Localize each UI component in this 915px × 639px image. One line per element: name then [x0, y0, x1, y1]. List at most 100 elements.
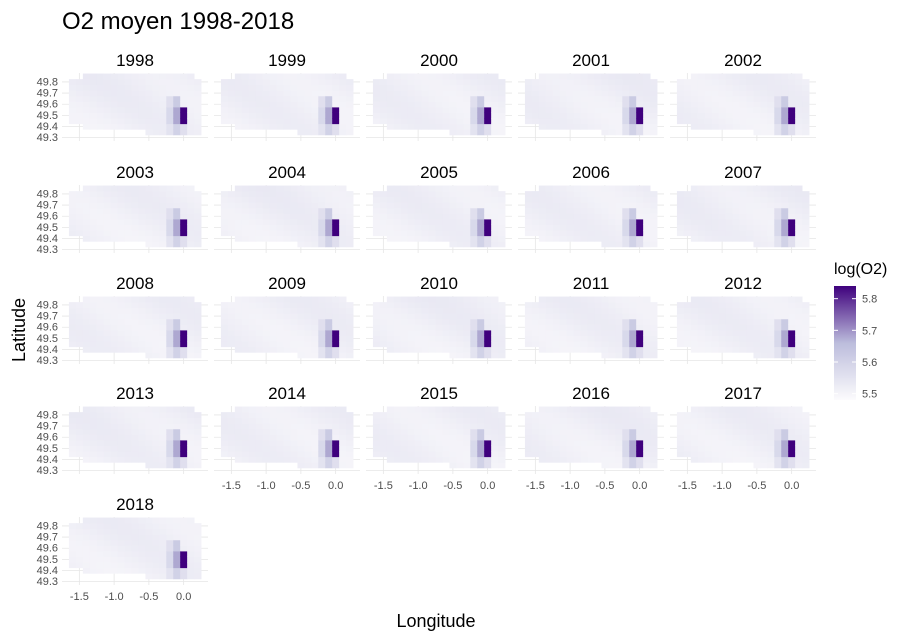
heat-cell	[802, 118, 810, 125]
heat-cell	[68, 551, 77, 557]
heat-cell	[180, 445, 188, 452]
heat-cell	[386, 84, 395, 91]
heat-cell	[442, 224, 450, 231]
heat-cell	[477, 129, 485, 136]
heat-cell	[690, 434, 699, 441]
heat-cell	[559, 118, 568, 125]
heat-cell	[220, 324, 229, 331]
heat-cell	[802, 129, 810, 136]
heat-cell	[173, 207, 181, 214]
heat-cell	[82, 456, 91, 463]
heat-cell	[732, 406, 740, 413]
heat-cell	[379, 224, 388, 231]
heat-cell	[732, 191, 740, 198]
heat-cell	[173, 307, 181, 314]
heat-cell	[297, 324, 305, 331]
heat-cell	[372, 412, 381, 419]
heat-cell	[580, 324, 588, 331]
heat-cell	[524, 341, 533, 348]
heat-cell	[180, 528, 188, 535]
heat-cell	[601, 462, 609, 469]
heat-cell	[594, 185, 602, 192]
heat-cell	[615, 213, 623, 220]
heat-cell	[615, 352, 623, 359]
heat-cell	[442, 434, 450, 441]
heat-cell	[484, 84, 492, 91]
heat-cell	[82, 118, 91, 125]
heat-cell	[290, 313, 298, 320]
heat-cell	[559, 84, 568, 91]
heat-cell	[110, 207, 119, 214]
heat-cell	[484, 440, 492, 446]
heat-cell	[166, 296, 174, 303]
heat-cell	[767, 202, 775, 209]
heat-cell	[753, 112, 761, 119]
heat-cell	[732, 440, 740, 446]
heat-cell	[379, 434, 388, 441]
heat-cell	[68, 330, 77, 336]
heat-cell	[580, 341, 588, 348]
heat-cell	[400, 313, 409, 320]
y-tick-label: 49.7	[37, 532, 58, 544]
heat-cell	[220, 107, 229, 113]
heat-cell	[283, 191, 291, 198]
heat-cell	[166, 213, 174, 220]
heat-cell	[103, 428, 112, 435]
heat-cell	[781, 123, 789, 130]
heat-cell	[386, 230, 395, 237]
heat-cell	[152, 545, 160, 552]
heat-cell	[89, 423, 98, 430]
heat-cell	[615, 412, 623, 419]
heat-cell	[725, 191, 733, 198]
heat-cell	[774, 462, 782, 469]
heat-cell	[187, 523, 195, 530]
heat-cell	[552, 118, 561, 125]
heat-cell	[704, 112, 713, 119]
heat-cell	[75, 412, 84, 419]
heat-cell	[456, 456, 464, 463]
heat-cell	[103, 456, 112, 463]
heat-cell	[276, 118, 284, 125]
heat-cell	[484, 434, 492, 441]
heat-cell	[131, 118, 139, 125]
heat-cell	[580, 318, 588, 325]
heat-cell	[220, 440, 229, 446]
heat-cell	[318, 330, 326, 336]
heat-cell	[386, 202, 395, 209]
heat-cell	[580, 417, 588, 424]
heat-cell	[622, 406, 630, 413]
heat-cell	[346, 191, 354, 198]
heat-cell	[767, 423, 775, 430]
heat-cell	[463, 462, 471, 469]
heat-cell	[622, 417, 630, 424]
heat-cell	[393, 196, 402, 203]
heat-cell	[753, 406, 761, 413]
heat-cell	[601, 445, 609, 452]
heat-cell	[795, 434, 803, 441]
heat-cell	[414, 412, 423, 419]
heat-cell	[552, 434, 561, 441]
heat-cell	[276, 191, 284, 198]
heat-cell	[676, 445, 685, 452]
heat-cell	[124, 445, 132, 452]
heat-cell	[124, 224, 132, 231]
heat-cell	[491, 79, 499, 86]
heat-cell	[650, 412, 658, 419]
heat-cell	[781, 428, 789, 435]
heat-cell	[538, 302, 547, 309]
heat-cell	[774, 73, 782, 80]
heat-cell	[283, 230, 291, 237]
heat-cell	[802, 112, 810, 119]
heat-cell	[739, 313, 747, 320]
heat-cell	[173, 129, 181, 136]
heat-cell	[124, 417, 132, 424]
heat-cell	[774, 84, 782, 91]
heat-cell	[194, 539, 202, 546]
heat-cell	[643, 112, 651, 119]
heat-cell	[166, 123, 174, 130]
heat-cell	[711, 73, 720, 80]
heat-cell	[573, 423, 581, 430]
heat-cell	[339, 302, 347, 309]
heat-cell	[767, 451, 775, 458]
heat-cell	[339, 330, 347, 336]
